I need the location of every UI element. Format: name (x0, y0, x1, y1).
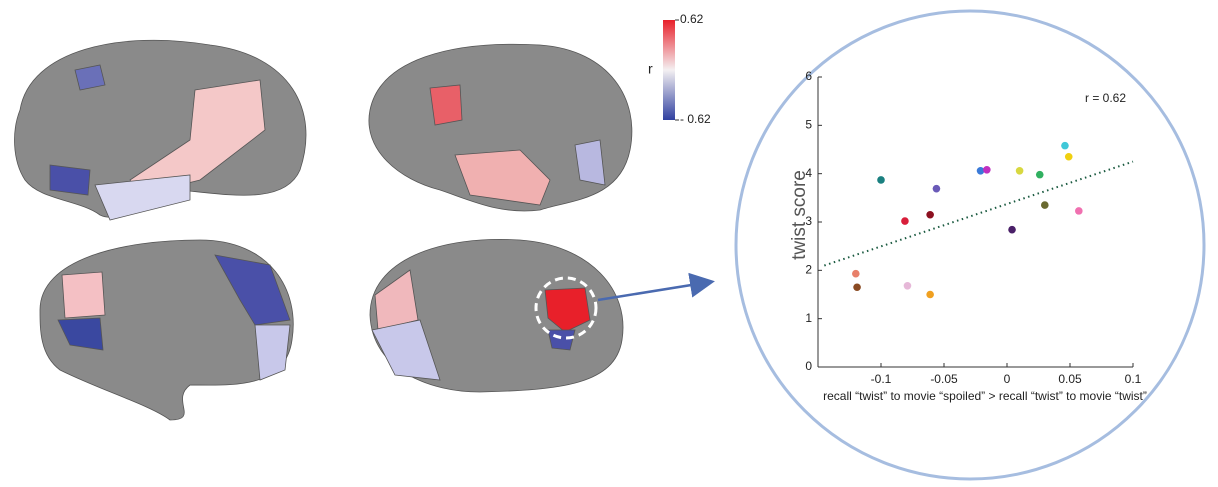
brain-lateral-right (369, 44, 632, 211)
point (933, 185, 941, 193)
colorbar-label: r (648, 61, 653, 77)
point (1065, 153, 1073, 161)
x-tick-label: -0.1 (871, 372, 892, 386)
point (1008, 226, 1016, 234)
brain-lateral-left (15, 40, 306, 220)
brain-medial-right (370, 239, 623, 392)
x-axis-label: recall “twist” to movie “spoiled” > reca… (823, 389, 1147, 403)
point (983, 166, 991, 174)
y-tick-label: 0 (805, 359, 812, 373)
point (852, 270, 860, 278)
colorbar-tick-label: 0.62 (680, 12, 704, 26)
y-tick-label: 6 (805, 69, 812, 83)
colorbar-tick-label: - 0.62 (680, 112, 711, 126)
annotation: r = 0.62 (1085, 91, 1126, 105)
point (926, 211, 934, 219)
figure: r 0.62- 0.62-0.1-0.0500.050.10123456reca… (0, 0, 1218, 482)
point (1041, 201, 1049, 209)
point (1036, 171, 1044, 179)
y-tick-label: 1 (805, 311, 812, 325)
y-tick-label: 5 (805, 118, 812, 132)
point (877, 176, 885, 184)
arrow (598, 282, 710, 300)
y-axis-label: twist score (789, 170, 810, 260)
x-tick-label: -0.05 (930, 372, 958, 386)
point (1061, 142, 1069, 150)
colorbar (663, 20, 675, 120)
x-tick-label: 0.05 (1058, 372, 1082, 386)
point (904, 282, 912, 290)
point (853, 283, 861, 291)
x-tick-label: 0.1 (1125, 372, 1142, 386)
point (926, 291, 934, 299)
brain-medial-left (40, 240, 293, 420)
x-tick-label: 0 (1004, 372, 1011, 386)
point (901, 217, 909, 225)
y-tick-label: 2 (805, 263, 812, 277)
point (1016, 167, 1024, 175)
point (1075, 207, 1083, 215)
